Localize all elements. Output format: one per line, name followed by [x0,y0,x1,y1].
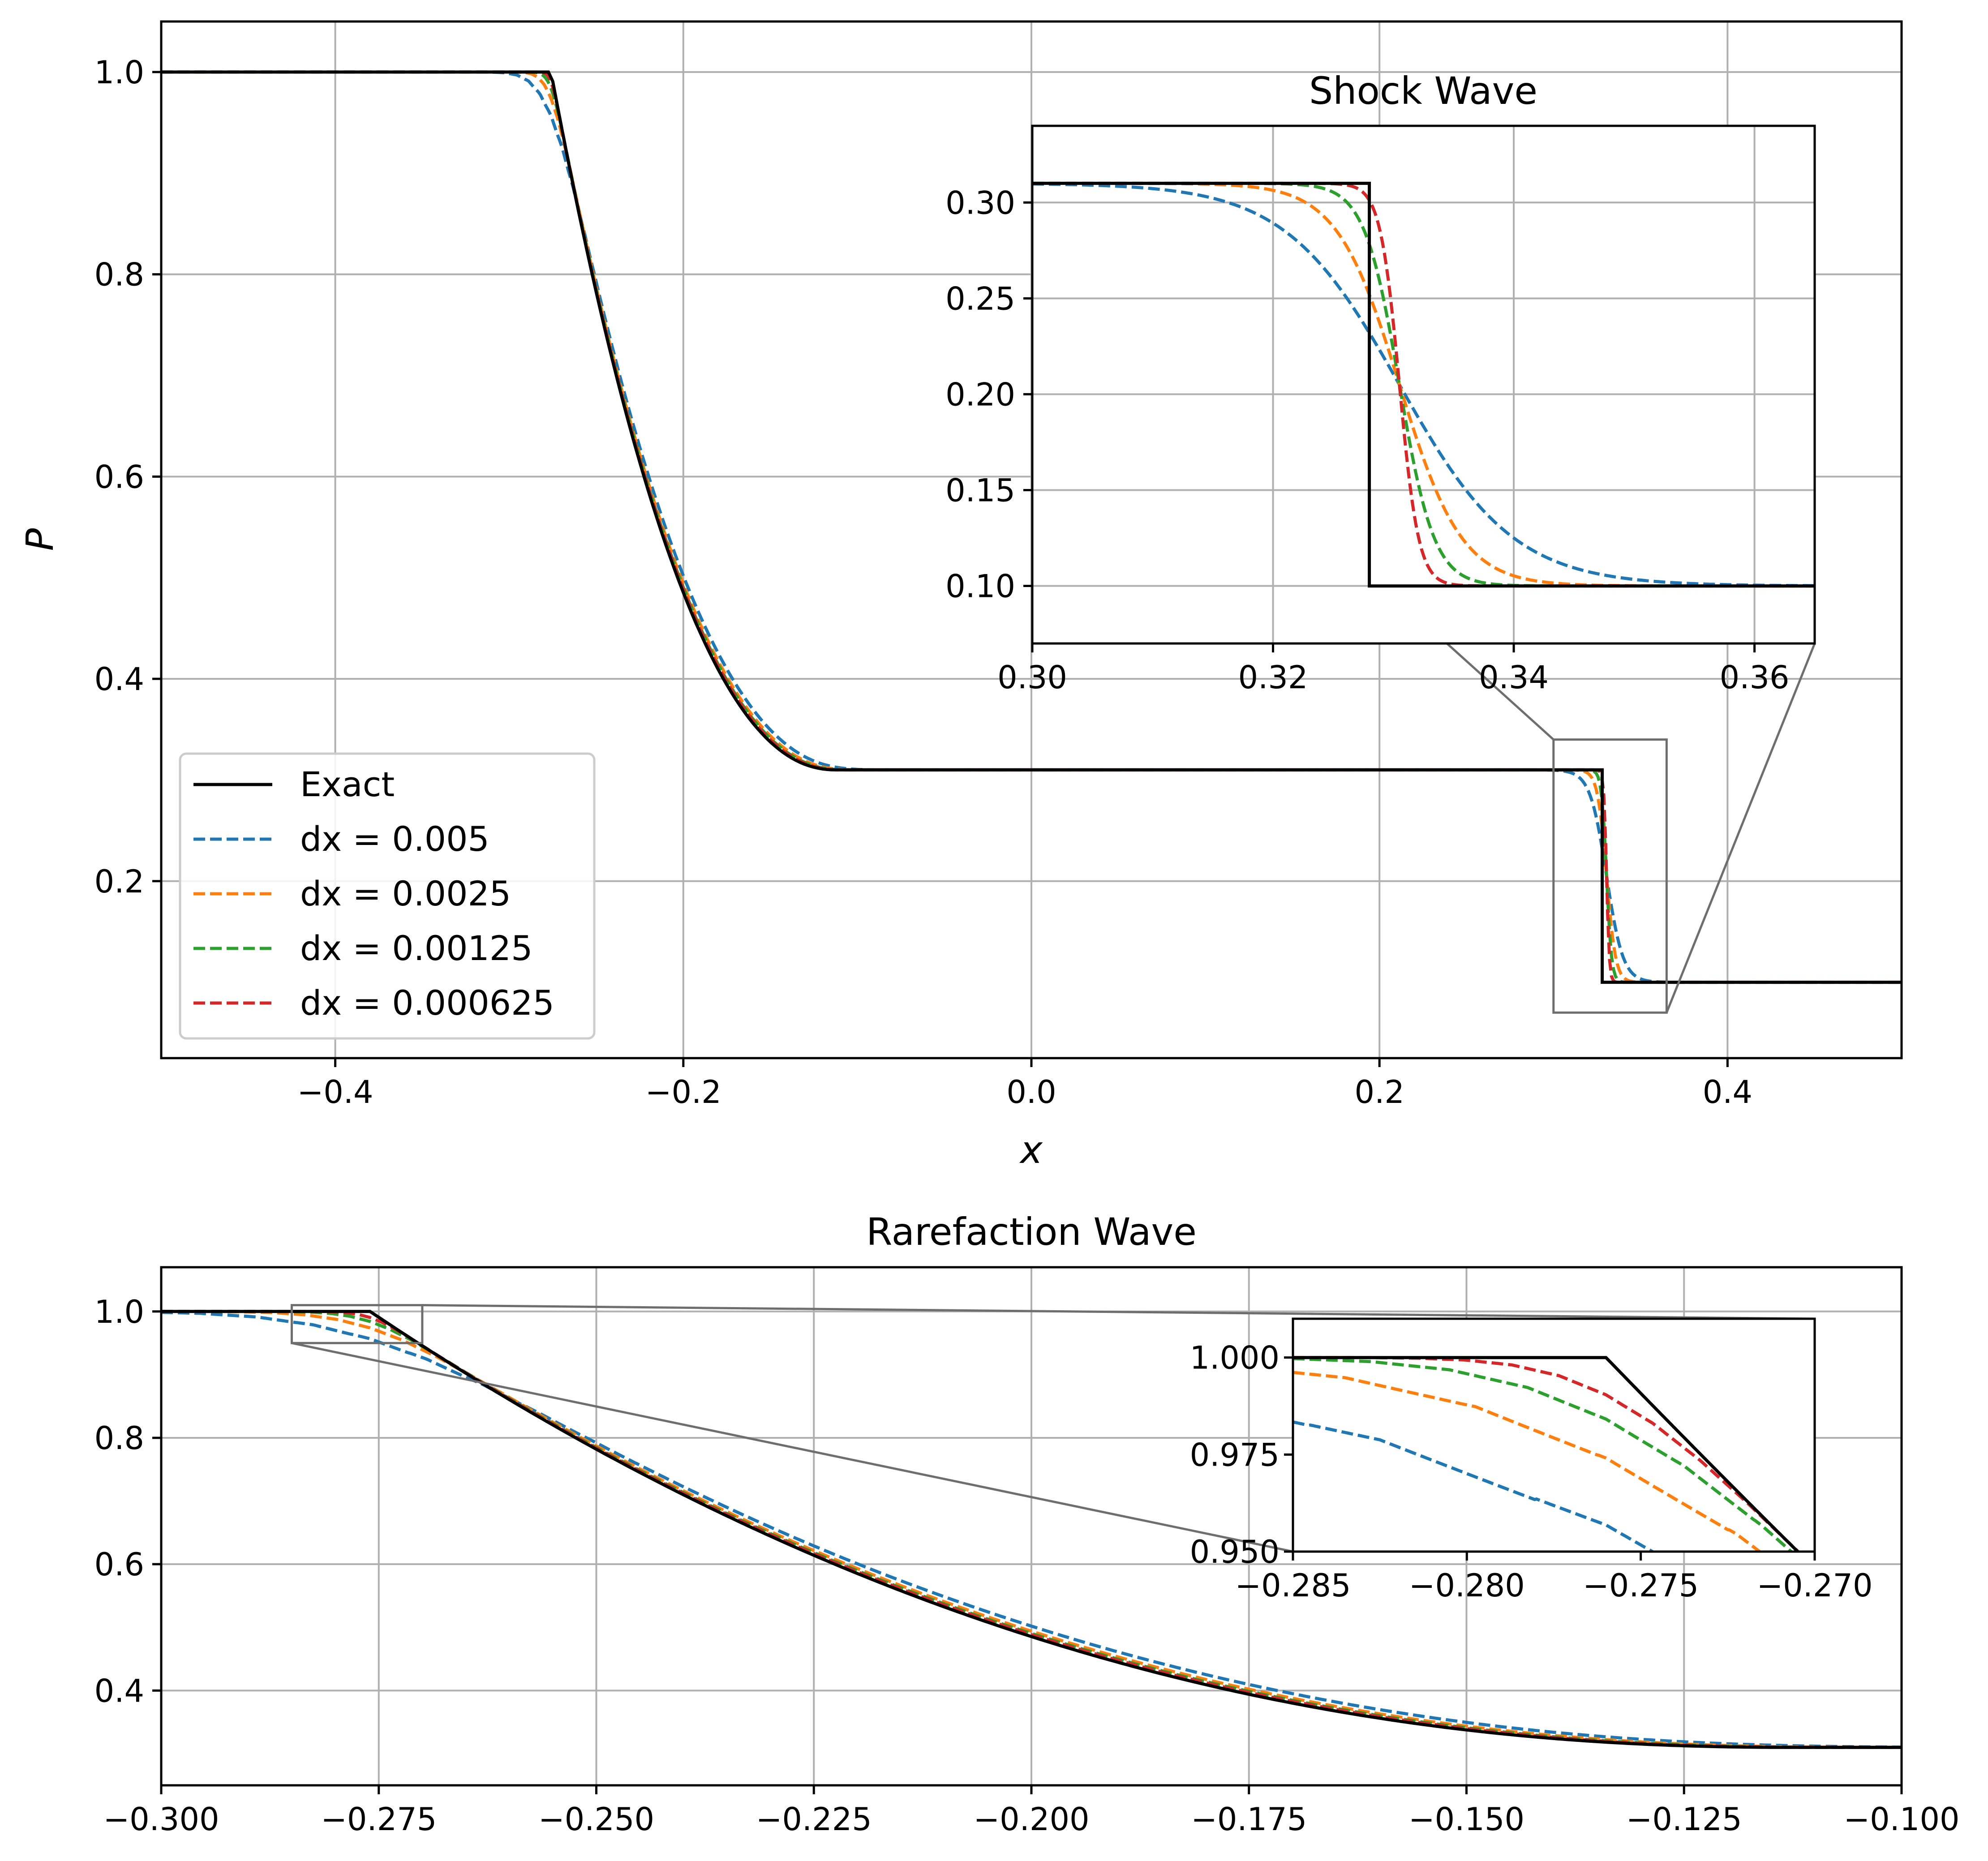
bottom-x-tick-label: −0.275 [321,1801,437,1838]
legend-label-dx-0-000625: dx = 0.000625 [300,983,554,1023]
legend-box [179,752,596,1040]
rare-inset-frame [1292,1317,1816,1553]
bottom-x-tick-label: −0.150 [1408,1801,1524,1838]
bottom-chart: Rarefaction Wave −0.300 −0.275 −0.250 −0.22… [94,1210,1960,1838]
bottom-y-tick-label: 1.0 [94,1294,144,1330]
rare-zoom-connector [291,1342,1293,1553]
bottom-x-tick-label: −0.300 [103,1801,219,1838]
shock-inset-title: Shock Wave [1309,69,1537,113]
top-y-ticks: 0.2 0.4 0.6 0.8 1.0 [94,54,161,900]
shock-inset-x-ticks: 0.30 0.32 0.34 0.36 [997,643,1790,696]
rare-inset-x-ticks: −0.285 −0.280 −0.275 −0.270 [1235,1552,1873,1604]
shock-series-line [1032,182,1815,587]
legend: Exact dx = 0.005 dx = 0.0025 dx = 0.0012… [179,752,596,1040]
rare-x-tick-label: −0.280 [1409,1567,1525,1604]
bottom-x-tick-label: −0.200 [973,1801,1089,1838]
bottom-x-tick-label: −0.100 [1843,1801,1959,1838]
rare-x-tick-label: −0.270 [1756,1567,1872,1604]
top-x-ticks: −0.4 −0.2 0.0 0.2 0.4 [297,1058,1752,1111]
rare-y-tick-label: 0.975 [1190,1436,1280,1473]
shock-zoom-connector [1666,643,1816,1013]
top-y-tick-label: 0.6 [94,459,144,495]
bottom-x-tick-label: −0.225 [756,1801,872,1838]
top-y-axis-label: P [18,528,62,551]
rare-inset-y-ticks: 0.950 0.975 1.000 [1190,1340,1293,1570]
rare-x-tick-label: −0.275 [1583,1567,1699,1604]
legend-label-dx-0-00125: dx = 0.00125 [300,928,533,968]
bottom-y-ticks: 0.4 0.6 0.8 1.0 [94,1294,161,1709]
shock-y-tick-label: 0.20 [945,376,1015,413]
rare-y-tick-label: 0.950 [1190,1534,1280,1570]
bottom-x-tick-label: −0.175 [1191,1801,1307,1838]
shock-inset-y-ticks: 0.10 0.15 0.20 0.25 0.30 [945,184,1032,605]
rare-series-line [1293,1357,1794,1552]
top-x-tick-label: 0.0 [1006,1074,1056,1111]
shock-zoom-box [1552,738,1668,1014]
shock-inset: 0.30 0.32 0.34 0.36 0.10 0.15 0.20 0.25 0.30 Sh… [945,69,1816,696]
rare-zoom-indicator [290,1304,1815,1553]
bottom-y-tick-label: 0.4 [94,1672,144,1709]
bottom-series-line [161,1311,1902,1749]
rare-x-tick-label: −0.285 [1235,1567,1351,1604]
legend-label-exact: Exact [300,764,395,804]
shock-zoom-connector [1446,643,1554,741]
bottom-x-tick-label: −0.125 [1626,1801,1742,1838]
shock-x-tick-label: 0.30 [997,659,1067,696]
shock-x-tick-label: 0.36 [1720,659,1790,696]
bottom-y-tick-label: 0.6 [94,1546,144,1583]
top-x-tick-label: −0.2 [645,1074,721,1111]
top-y-tick-label: 0.2 [94,863,144,900]
shock-inset-lines [1032,181,1815,588]
rare-y-tick-label: 1.000 [1190,1340,1280,1376]
bottom-title: Rarefaction Wave [866,1210,1197,1254]
shock-y-tick-label: 0.30 [945,184,1015,221]
rare-inset: −0.285 −0.280 −0.275 −0.270 0.950 0.975 1.000 [1190,1317,1873,1604]
legend-label-dx-0-0025: dx = 0.0025 [300,874,511,913]
top-y-tick-label: 1.0 [94,54,144,91]
shock-inset-background [1032,126,1815,643]
shock-zoom-indicator [1446,643,1816,1014]
rare-series-line [1293,1420,1656,1552]
rare-inset-lines [1293,1356,1800,1552]
bottom-x-ticks: −0.300 −0.275 −0.250 −0.225 −0.200 −0.175 −0.1… [103,1785,1960,1838]
legend-label-dx-0-005: dx = 0.005 [300,819,489,859]
bottom-x-tick-label: −0.250 [538,1801,654,1838]
top-x-tick-label: 0.4 [1703,1074,1752,1111]
shock-inset-frame [1031,124,1816,645]
shock-y-tick-label: 0.25 [945,280,1015,317]
top-x-axis-label: x [1019,1128,1043,1172]
shock-x-tick-label: 0.32 [1238,659,1308,696]
top-plot-area [161,70,1902,984]
rare-zoom-connector [422,1304,1815,1320]
rare-series-line [1293,1371,1762,1552]
shock-y-tick-label: 0.15 [945,472,1015,509]
rare-inset-background [1293,1319,1815,1552]
top-y-tick-label: 0.4 [94,661,144,698]
bottom-plot-area [161,1310,1902,1749]
top-x-tick-label: 0.2 [1355,1074,1404,1111]
rare-zoom-box [290,1304,424,1344]
top-y-tick-label: 0.8 [94,257,144,293]
shock-x-tick-label: 0.34 [1479,659,1549,696]
bottom-y-tick-label: 0.8 [94,1420,144,1457]
top-x-tick-label: −0.4 [297,1074,374,1111]
shock-y-tick-label: 0.10 [945,568,1015,605]
